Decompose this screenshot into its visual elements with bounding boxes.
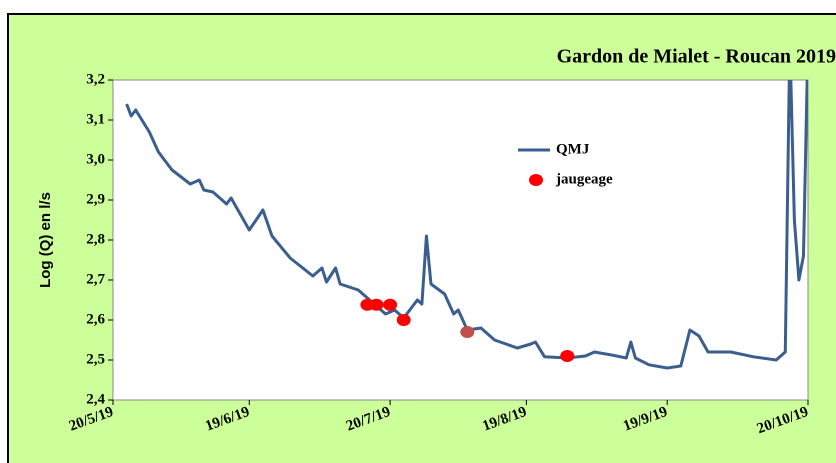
plot-area [112,79,809,401]
legend-label: QMJ [556,141,590,157]
y-tick-label: 2,7 [86,271,105,287]
y-tick-label: 2,9 [86,191,105,207]
legend-marker [529,174,543,186]
chart-title: Gardon de Mialet - Roucan 2019 [557,46,836,68]
scatter-point [460,326,475,338]
y-tick-label: 2,4 [86,391,105,407]
scatter-point [369,298,384,311]
y-tick-label: 3,0 [86,151,105,167]
y-tick-label: 2,5 [86,351,105,367]
y-tick-label: 2,6 [86,311,105,327]
scatter-point [383,298,398,311]
y-axis-label: Log (Q) en l/s [37,192,54,288]
plot-content [125,80,808,370]
y-tick-label: 2,8 [86,231,105,247]
legend-label: jaugeage [555,171,613,187]
line-series [125,80,808,370]
scatter-point [396,314,411,326]
y-tick-label: 3,1 [86,111,105,127]
y-tick-label: 3,2 [86,71,105,87]
scatter-point [560,350,575,362]
